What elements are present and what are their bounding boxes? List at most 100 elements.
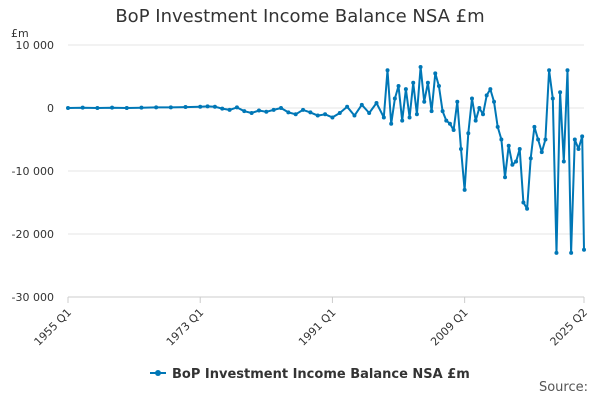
data-point[interactable] <box>429 109 434 114</box>
data-point[interactable] <box>565 68 570 73</box>
data-point[interactable] <box>580 134 585 139</box>
data-point[interactable] <box>569 250 574 255</box>
data-point[interactable] <box>95 106 100 110</box>
data-point[interactable] <box>488 87 493 92</box>
data-point[interactable] <box>558 90 563 95</box>
data-point[interactable] <box>510 162 515 167</box>
data-point[interactable] <box>532 124 537 129</box>
data-point[interactable] <box>124 106 129 110</box>
data-point[interactable] <box>539 150 544 155</box>
data-point[interactable] <box>528 156 533 161</box>
data-point[interactable] <box>543 137 548 142</box>
data-point[interactable] <box>220 106 225 111</box>
data-point[interactable] <box>503 175 508 180</box>
data-point[interactable] <box>234 105 239 110</box>
data-point[interactable] <box>433 71 438 76</box>
data-point[interactable] <box>374 100 379 105</box>
data-point[interactable] <box>469 96 474 101</box>
data-point[interactable] <box>66 106 70 110</box>
data-point[interactable] <box>422 99 427 104</box>
data-point[interactable] <box>517 146 522 151</box>
data-point[interactable] <box>227 107 232 112</box>
data-point[interactable] <box>572 137 577 142</box>
data-point[interactable] <box>561 159 566 164</box>
data-point[interactable] <box>462 187 467 192</box>
data-point[interactable] <box>154 105 159 110</box>
data-point[interactable] <box>323 112 328 117</box>
data-point[interactable] <box>271 107 276 112</box>
data-point[interactable] <box>212 104 217 109</box>
x-tick-label: 1955 Q1 <box>32 306 75 349</box>
data-point[interactable] <box>484 93 489 98</box>
data-point[interactable] <box>205 104 210 109</box>
data-point[interactable] <box>168 105 173 110</box>
data-point[interactable] <box>492 99 497 104</box>
data-point[interactable] <box>473 118 478 123</box>
y-tick-label: 10 000 <box>16 39 55 52</box>
data-point[interactable] <box>576 146 581 151</box>
data-point[interactable] <box>458 146 463 151</box>
data-point[interactable] <box>352 113 357 118</box>
data-point[interactable] <box>242 109 247 114</box>
data-point[interactable] <box>495 124 500 129</box>
legend-marker <box>155 370 161 376</box>
data-point[interactable] <box>279 106 284 110</box>
data-point[interactable] <box>440 109 445 114</box>
data-point[interactable] <box>337 111 342 116</box>
data-point[interactable] <box>400 118 405 123</box>
data-point[interactable] <box>411 80 416 85</box>
data-point[interactable] <box>139 105 144 110</box>
data-point[interactable] <box>345 104 350 109</box>
data-point[interactable] <box>418 65 423 70</box>
data-point[interactable] <box>521 200 526 205</box>
data-point[interactable] <box>389 121 394 126</box>
data-point[interactable] <box>381 115 386 120</box>
data-point[interactable] <box>286 110 291 115</box>
data-point[interactable] <box>554 250 559 255</box>
data-point[interactable] <box>525 206 530 211</box>
data-point[interactable] <box>506 143 511 148</box>
data-point[interactable] <box>436 83 441 88</box>
data-point[interactable] <box>550 96 555 101</box>
data-point[interactable] <box>536 137 541 142</box>
data-point[interactable] <box>385 68 390 73</box>
data-point[interactable] <box>359 102 364 107</box>
data-point[interactable] <box>466 131 471 136</box>
data-point[interactable] <box>477 106 482 110</box>
data-point[interactable] <box>396 83 401 88</box>
data-point[interactable] <box>301 107 306 112</box>
data-point[interactable] <box>392 96 397 101</box>
data-point[interactable] <box>315 113 320 118</box>
data-point[interactable] <box>293 112 298 117</box>
data-point[interactable] <box>308 110 313 115</box>
y-unit-label: £m <box>11 27 29 40</box>
y-tick-label: 0 <box>47 102 54 115</box>
series-layer <box>66 65 586 255</box>
data-point[interactable] <box>367 111 372 116</box>
data-point[interactable] <box>110 105 115 110</box>
data-point[interactable] <box>547 68 552 73</box>
data-point[interactable] <box>264 109 269 114</box>
data-point[interactable] <box>198 104 203 109</box>
data-point[interactable] <box>582 247 586 252</box>
data-point[interactable] <box>514 159 519 164</box>
data-point[interactable] <box>447 121 452 126</box>
x-tick-label: 2025 Q2 <box>548 306 591 349</box>
data-point[interactable] <box>481 112 486 117</box>
data-point[interactable] <box>455 99 460 104</box>
data-point[interactable] <box>425 80 430 85</box>
data-point[interactable] <box>256 108 261 113</box>
data-point[interactable] <box>451 128 456 133</box>
data-point[interactable] <box>330 115 335 120</box>
data-point[interactable] <box>444 118 449 123</box>
legend-label[interactable]: BoP Investment Income Balance NSA £m <box>172 367 470 382</box>
data-point[interactable] <box>80 105 85 110</box>
data-point[interactable] <box>499 137 504 142</box>
data-point[interactable] <box>183 105 188 110</box>
data-point[interactable] <box>249 111 254 116</box>
series-line <box>67 66 585 254</box>
data-point[interactable] <box>403 87 408 92</box>
data-point[interactable] <box>407 115 412 120</box>
data-point[interactable] <box>414 112 419 117</box>
